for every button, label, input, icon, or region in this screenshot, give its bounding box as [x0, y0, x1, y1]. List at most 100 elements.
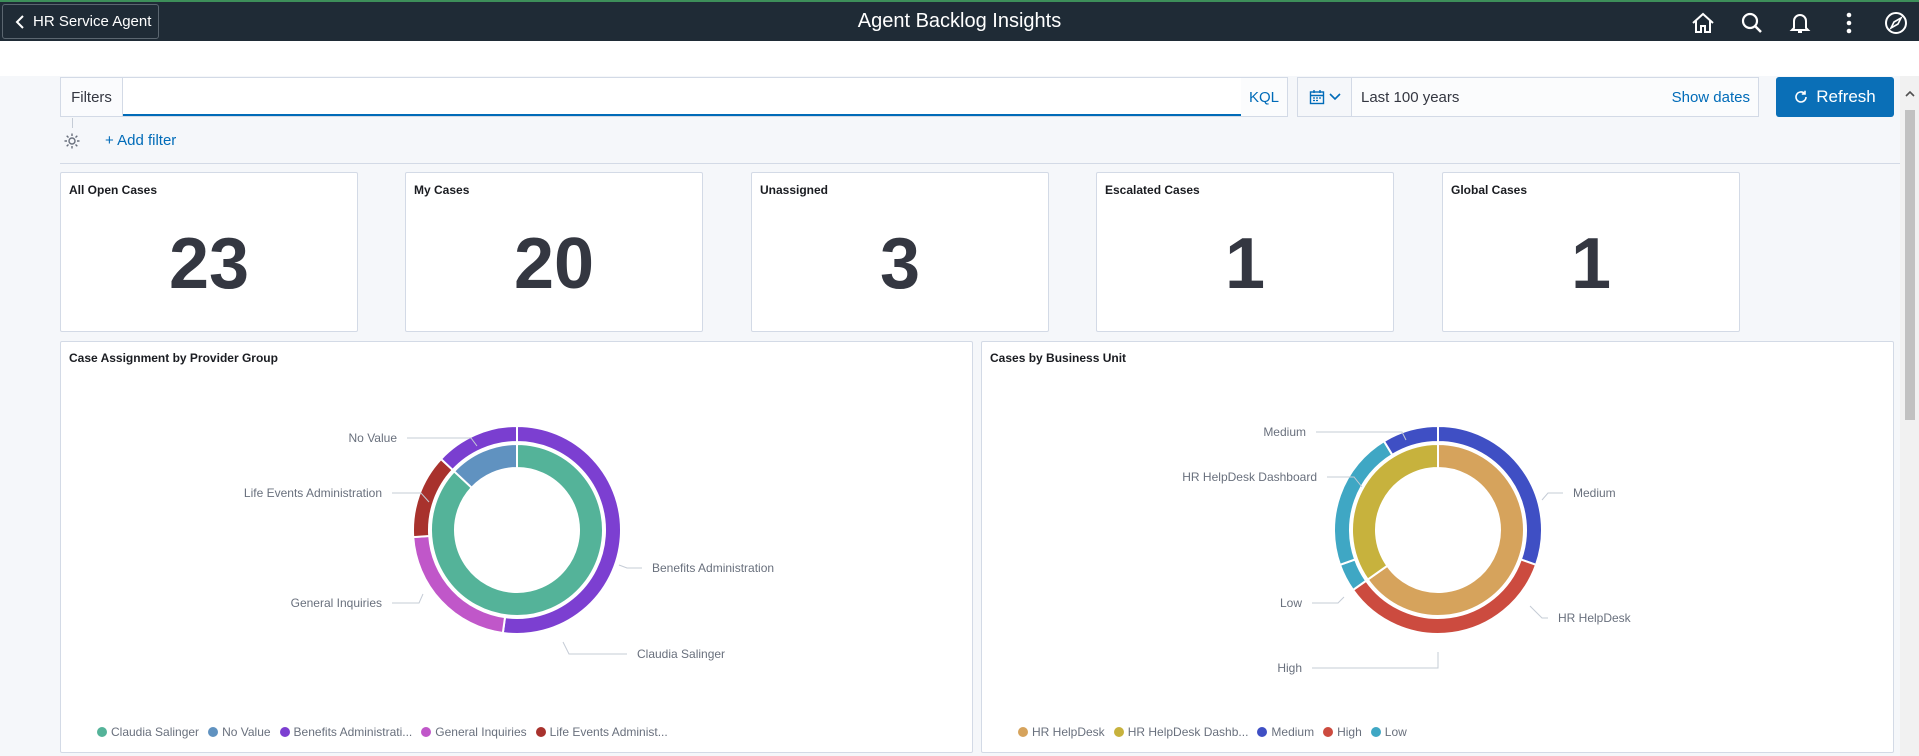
- metric-card-my-cases[interactable]: My Cases 20: [405, 172, 703, 332]
- callout-label: Benefits Administration: [652, 561, 774, 575]
- legend-label: General Inquiries: [435, 725, 527, 739]
- date-range-picker: Last 100 years Show dates: [1297, 77, 1759, 117]
- donut-slice-hr-helpdesk[interactable]: [1366, 442, 1525, 617]
- callout-label: Low: [1280, 596, 1302, 610]
- callout-label: No Value: [349, 431, 398, 445]
- donut-slice-no-value[interactable]: [439, 424, 518, 472]
- legend-dot: [1113, 727, 1124, 737]
- donut-slice-hr-helpdesk-dashboard[interactable]: [1351, 442, 1439, 581]
- legend-item[interactable]: Life Events Administ...: [535, 725, 668, 739]
- divider: [60, 163, 1900, 164]
- legend-label: High: [1337, 725, 1362, 739]
- callout-line: [1541, 492, 1563, 501]
- legend-item[interactable]: Medium: [1257, 725, 1314, 739]
- chart-panel-provider-group: Case Assignment by Provider Group No Val…: [60, 341, 973, 753]
- gear-icon[interactable]: [63, 132, 81, 150]
- chevron-left-icon: [15, 14, 24, 29]
- kql-toggle[interactable]: KQL: [1248, 88, 1279, 106]
- compass-icon[interactable]: [1883, 10, 1909, 36]
- callout-label: HR HelpDesk Dashboard: [1182, 470, 1317, 484]
- legend-dot: [97, 727, 107, 737]
- legend-label: Low: [1384, 725, 1407, 739]
- legend-item[interactable]: General Inquiries: [421, 725, 527, 739]
- refresh-icon: [1795, 90, 1808, 103]
- back-button[interactable]: HR Service Agent: [2, 4, 159, 39]
- legend-dot: [1257, 727, 1268, 737]
- metric-card-all-open-cases[interactable]: All Open Cases 23: [60, 172, 358, 332]
- page-title: Agent Backlog Insights: [857, 10, 1062, 32]
- callout-label: Medium: [1573, 486, 1616, 500]
- callout-label: HR HelpDesk: [1558, 611, 1632, 625]
- legend-item[interactable]: HR HelpDesk Dashb...: [1113, 725, 1249, 739]
- header-spacer: [0, 41, 1919, 76]
- query-input[interactable]: [123, 78, 1241, 116]
- legend-label: Medium: [1271, 725, 1315, 739]
- home-icon[interactable]: [1690, 10, 1716, 36]
- callout-label: Medium: [1263, 425, 1306, 439]
- metric-value: 23: [168, 224, 250, 304]
- calendar-icon: [1309, 90, 1324, 105]
- callout-line: [1529, 605, 1548, 619]
- legend-item[interactable]: Benefits Administrati...: [279, 725, 413, 739]
- metric-value: 1: [1570, 224, 1612, 304]
- callout-line: [392, 593, 424, 604]
- search-icon[interactable]: [1739, 10, 1765, 36]
- donut-slice-medium[interactable]: [1382, 424, 1439, 457]
- more-vertical-icon[interactable]: [1836, 10, 1862, 36]
- callout-line: [1327, 476, 1363, 488]
- legend-dot: [279, 727, 290, 737]
- metric-title: Escalated Cases: [1105, 183, 1200, 197]
- date-range-text[interactable]: Last 100 years: [1361, 88, 1460, 106]
- metric-title: Unassigned: [760, 183, 829, 197]
- metric-card-unassigned[interactable]: Unassigned 3: [751, 172, 1049, 332]
- callout-line: [562, 641, 627, 655]
- legend-label: Life Events Administ...: [549, 725, 668, 739]
- chevron-down-icon: [1328, 93, 1341, 101]
- refresh-button[interactable]: Refresh: [1776, 77, 1894, 117]
- metric-card-escalated-cases[interactable]: Escalated Cases 1: [1096, 172, 1394, 332]
- top-navigation-bar: HR Service Agent Agent Backlog Insights: [0, 0, 1919, 41]
- filter-bar: Filters KQL: [60, 77, 1288, 117]
- donut-slice-claudia-salinger[interactable]: [430, 442, 604, 617]
- filters-label: Filters: [61, 78, 123, 116]
- legend-item[interactable]: HR HelpDesk: [1018, 725, 1105, 739]
- callout-label: Life Events Administration: [244, 486, 382, 500]
- legend-label: HR HelpDesk Dashb...: [1127, 725, 1249, 739]
- page-scrollbar[interactable]: [1900, 76, 1919, 756]
- add-filter-button[interactable]: + Add filter: [105, 132, 177, 149]
- legend-item[interactable]: Low: [1370, 725, 1407, 739]
- provider-group-donut-chart[interactable]: No Value Life Events Administration Genera…: [61, 342, 974, 754]
- callout-line: [1312, 596, 1345, 604]
- legend-item[interactable]: Claudia Salinger: [97, 725, 199, 739]
- callout-label: High: [1277, 661, 1302, 675]
- legend-dot: [1018, 727, 1028, 737]
- quick-date-menu-button[interactable]: [1298, 78, 1352, 116]
- callout-label: Claudia Salinger: [637, 647, 725, 661]
- metric-card-global-cases[interactable]: Global Cases 1: [1442, 172, 1740, 332]
- business-unit-donut-chart[interactable]: Medium HR HelpDesk Dashboard Medium HR Help…: [982, 342, 1895, 754]
- chart-title: Case Assignment by Provider Group: [69, 351, 278, 365]
- metric-title: Global Cases: [1451, 183, 1528, 197]
- legend-label: Benefits Administrati...: [293, 725, 413, 739]
- metric-title: My Cases: [414, 183, 470, 197]
- bell-icon[interactable]: [1787, 10, 1813, 36]
- donut-slice-no-value[interactable]: [452, 442, 518, 490]
- back-button-label: HR Service Agent: [33, 13, 152, 30]
- legend-item[interactable]: High: [1323, 725, 1362, 739]
- legend-dot: [421, 727, 432, 737]
- legend-label: HR HelpDesk: [1032, 725, 1105, 739]
- legend-item[interactable]: No Value: [208, 725, 271, 739]
- filter-divider: [72, 118, 73, 128]
- metric-value: 3: [879, 224, 921, 304]
- show-dates-link[interactable]: Show dates: [1671, 88, 1750, 106]
- callout-line: [618, 564, 642, 569]
- scroll-up-arrow-icon[interactable]: [1904, 88, 1916, 100]
- callout-line: [1312, 652, 1439, 669]
- legend-dot: [535, 727, 546, 737]
- chart-title: Cases by Business Unit: [990, 351, 1127, 365]
- metric-title: All Open Cases: [69, 183, 158, 197]
- callout-label: General Inquiries: [291, 596, 382, 610]
- scroll-thumb[interactable]: [1905, 110, 1915, 420]
- callout-line: [407, 437, 478, 447]
- chart-legend: Claudia Salinger No Value Benefits Adminis…: [97, 725, 668, 739]
